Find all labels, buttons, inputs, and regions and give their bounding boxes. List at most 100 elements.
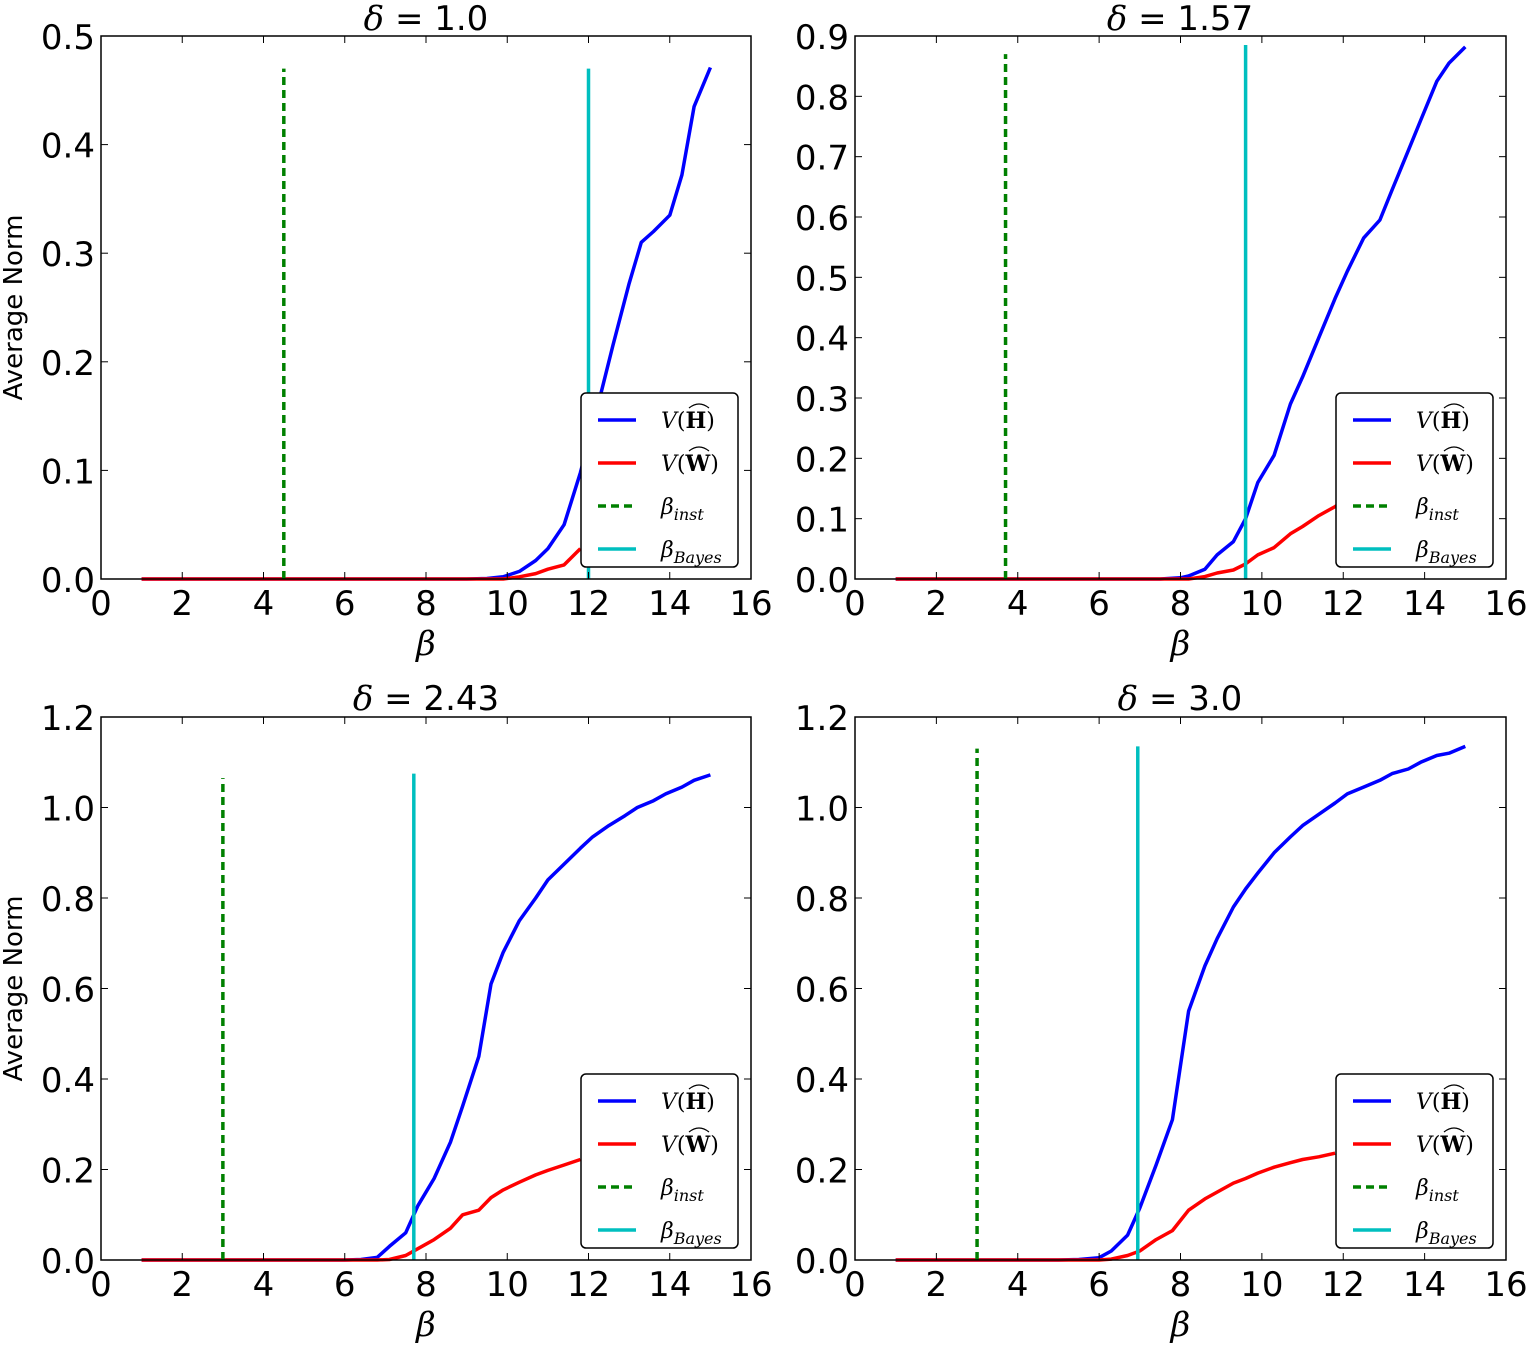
subplot-delta-1-0: 0 2 4 6 8 10 12 14 16 0.0 0.1 0.2 0.3 0.4 0.5 δ = 1.0 β A… [0, 0, 773, 664]
x-tick-label: 10 [1240, 1265, 1283, 1305]
subplot-delta-1-57: 0 2 4 6 8 10 12 14 16 0.0 0.1 0.2 0.3 0.4 0.5 0.6 0.7 0.8… [795, 0, 1528, 664]
x-tick-label: 12 [1322, 1265, 1365, 1305]
x-tick-label: 4 [253, 1265, 275, 1305]
legend-label: βBayes [660, 1219, 722, 1248]
y-tick-label: 1.2 [795, 699, 849, 739]
x-axis-label: β [414, 1305, 436, 1345]
x-tick-label: 16 [1484, 1265, 1527, 1305]
x-tick-label: 4 [253, 584, 275, 624]
x-tick-label: 10 [486, 1265, 529, 1305]
subplot-title: δ = 1.0 [364, 0, 489, 39]
x-tick-label: 0 [90, 1265, 112, 1305]
x-tick-label: 4 [1007, 1265, 1029, 1305]
legend: V(H) V(W) βinst βBayes [580, 392, 739, 568]
x-tick-label: 8 [415, 1265, 437, 1305]
legend-label: V(W) [1416, 451, 1474, 477]
y-tick-label: 0.4 [41, 1061, 95, 1101]
y-tick-label: 0.9 [795, 18, 849, 58]
y-tick-label: 0.8 [795, 78, 849, 118]
x-tick-label: 14 [1403, 584, 1446, 624]
legend-label: βinst [660, 495, 704, 524]
y-tick-label: 0.2 [795, 1152, 849, 1192]
legend-label: βinst [660, 1176, 704, 1205]
x-tick-label: 16 [1484, 584, 1527, 624]
x-tick-label: 12 [567, 1265, 610, 1305]
y-tick-label: 1.0 [41, 790, 95, 830]
y-tick-label: 0.7 [795, 139, 849, 179]
x-tick-label: 2 [171, 1265, 193, 1305]
y-tick-label: 0.5 [795, 259, 849, 299]
x-tick-label: 12 [1322, 584, 1365, 624]
x-tick-label: 14 [1403, 1265, 1446, 1305]
y-tick-label: 0.3 [795, 380, 849, 420]
x-tick-label: 4 [1007, 584, 1029, 624]
y-tick-label: 0.0 [41, 1242, 95, 1282]
y-tick-label: 0.0 [795, 1242, 849, 1282]
subplot-delta-2-43: 0 2 4 6 8 10 12 14 16 0.0 0.2 0.4 0.6 0.8 1.0 1.2 δ = 2.… [0, 679, 773, 1345]
y-tick-label: 0.4 [795, 1061, 849, 1101]
y-tick-label: 1.0 [795, 790, 849, 830]
x-tick-label: 0 [90, 584, 112, 624]
legend-label: V(W) [661, 1132, 719, 1158]
y-tick-label: 1.2 [41, 699, 95, 739]
y-tick-label: 0.0 [41, 561, 95, 601]
y-tick-label: 0.1 [795, 501, 849, 541]
y-axis-label: Average Norm [0, 896, 29, 1082]
series-line-v-w [895, 1151, 1336, 1262]
x-tick-label: 8 [1170, 584, 1192, 624]
x-tick-label: 14 [648, 584, 691, 624]
legend: V(H) V(W) βinst βBayes [1335, 392, 1494, 568]
x-tick-label: 8 [1170, 1265, 1192, 1305]
legend-label: V(H) [661, 1089, 715, 1115]
y-tick-label: 0.4 [41, 127, 95, 167]
legend-label: βBayes [1415, 538, 1477, 567]
y-tick-label: 0.3 [41, 235, 95, 275]
x-tick-label: 6 [1088, 1265, 1110, 1305]
legend-label: βinst [1415, 495, 1459, 524]
legend-label: βBayes [660, 538, 722, 567]
y-tick-label: 0.1 [41, 452, 95, 492]
subplot-title: δ = 1.57 [1107, 0, 1253, 39]
x-axis-label: β [1169, 1305, 1191, 1345]
x-tick-label: 2 [926, 584, 948, 624]
legend-label: V(W) [661, 451, 719, 477]
subplot-delta-3-0: 0 2 4 6 8 10 12 14 16 0.0 0.2 0.4 0.6 0.8 1.0 1.2 δ = 3.… [795, 679, 1528, 1345]
legend-label: V(H) [661, 408, 715, 434]
y-tick-label: 0.2 [41, 1152, 95, 1192]
y-tick-label: 0.8 [795, 880, 849, 920]
x-tick-label: 2 [926, 1265, 948, 1305]
subplot-title: δ = 3.0 [1118, 679, 1243, 719]
subplot-title: δ = 2.43 [353, 679, 499, 719]
series-line-v-w [141, 1157, 581, 1262]
legend-label: βBayes [1415, 1219, 1477, 1248]
series-line-v-w [895, 496, 1349, 581]
legend-label: V(H) [1416, 408, 1470, 434]
legend: V(H) V(W) βinst βBayes [1335, 1073, 1494, 1249]
legend: V(H) V(W) βinst βBayes [580, 1073, 739, 1249]
x-tick-label: 14 [648, 1265, 691, 1305]
y-tick-label: 0.6 [795, 971, 849, 1011]
x-tick-label: 0 [844, 584, 866, 624]
legend-label: V(W) [1416, 1132, 1474, 1158]
x-tick-label: 10 [486, 584, 529, 624]
legend-label: V(H) [1416, 1089, 1470, 1115]
x-tick-label: 2 [171, 584, 193, 624]
y-tick-label: 0.6 [41, 971, 95, 1011]
x-tick-label: 6 [1088, 584, 1110, 624]
x-tick-label: 10 [1240, 584, 1283, 624]
y-axis-label: Average Norm [0, 215, 29, 401]
y-tick-label: 0.5 [41, 18, 95, 58]
x-tick-label: 6 [334, 1265, 356, 1305]
y-tick-label: 0.4 [795, 320, 849, 360]
x-tick-label: 12 [567, 584, 610, 624]
x-tick-label: 16 [729, 1265, 772, 1305]
legend-label: βinst [1415, 1176, 1459, 1205]
x-tick-label: 6 [334, 584, 356, 624]
x-tick-label: 8 [415, 584, 437, 624]
y-tick-label: 0.6 [795, 199, 849, 239]
y-tick-label: 0.2 [41, 344, 95, 384]
x-axis-label: β [1169, 624, 1191, 664]
x-tick-label: 0 [844, 1265, 866, 1305]
y-tick-label: 0.0 [795, 561, 849, 601]
